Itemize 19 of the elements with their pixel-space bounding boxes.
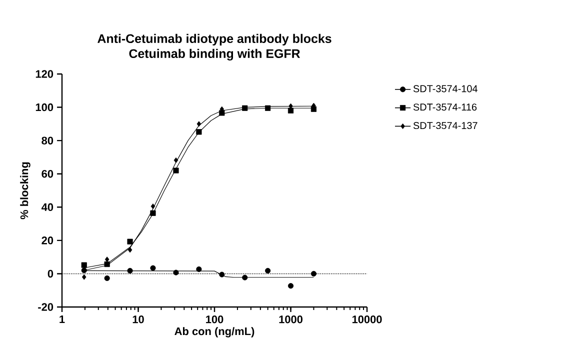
chart-title: Anti-Cetuimab idiotype antibody blocks Cetuimab binding with EGFR bbox=[98, 34, 332, 61]
x-tick-label: 10 bbox=[132, 316, 144, 324]
x-tick-label: 10000 bbox=[352, 316, 382, 324]
y-tick-label: 120 bbox=[36, 70, 54, 78]
legend-label: SDT-3574-137 bbox=[413, 122, 478, 130]
y-tick-label: 100 bbox=[36, 103, 54, 112]
y-tick-label: 40 bbox=[41, 203, 54, 212]
x-tick-label: 100 bbox=[206, 316, 224, 324]
y-tick-label: 80 bbox=[42, 136, 54, 144]
y-tick-label: 20 bbox=[42, 236, 54, 244]
x-tick-label: 1 bbox=[60, 316, 65, 324]
x-axis-title: Ab con (ng/mL) bbox=[174, 327, 254, 338]
legend-label: SDT-3574-104 bbox=[413, 85, 478, 92]
x-tick-label: 1000 bbox=[279, 316, 302, 324]
y-tick-label: 0 bbox=[48, 270, 54, 278]
y-tick-label: -20 bbox=[38, 303, 54, 311]
legend-label: SDT-3574-116 bbox=[413, 104, 477, 111]
y-tick-label: 60 bbox=[42, 170, 54, 178]
y-axis-title: % blocking bbox=[20, 162, 30, 220]
